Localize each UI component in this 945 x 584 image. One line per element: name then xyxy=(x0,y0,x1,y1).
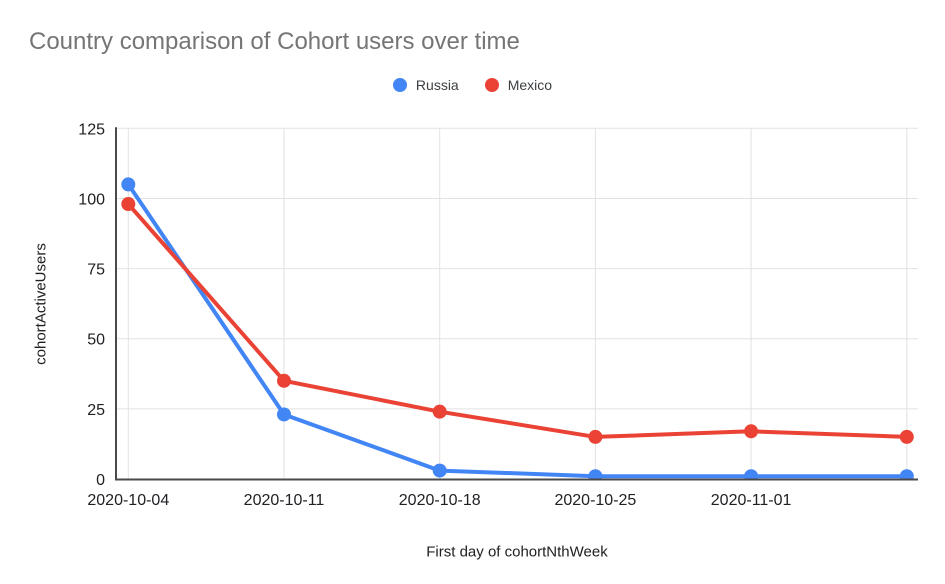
legend-item-russia[interactable]: Russia xyxy=(392,77,459,93)
y-tick-label: 100 xyxy=(78,191,105,208)
data-point xyxy=(277,373,291,388)
data-point xyxy=(121,197,136,212)
y-axis-title: cohortActiveUsers xyxy=(32,243,50,365)
series-mexico xyxy=(121,197,914,444)
chart-legend: Russia Mexico xyxy=(0,77,945,93)
y-tick-label: 25 xyxy=(87,402,105,419)
series-line xyxy=(126,183,907,479)
data-point xyxy=(744,424,759,439)
y-tick-label: 75 xyxy=(87,262,105,279)
x-tick-label: 2020-10-11 xyxy=(244,492,325,509)
legend-item-mexico[interactable]: Mexico xyxy=(484,77,553,93)
data-point xyxy=(121,177,136,192)
data-point xyxy=(277,407,291,422)
series-russia xyxy=(121,177,914,481)
data-point xyxy=(432,404,447,419)
y-tick-label: 0 xyxy=(96,472,105,489)
x-axis-title: First day of cohortNthWeek xyxy=(426,543,608,561)
legend-label-russia: Russia xyxy=(415,77,459,93)
data-point xyxy=(899,469,914,481)
y-tick-label: 50 xyxy=(87,332,105,349)
y-tick-label: 125 xyxy=(78,121,105,138)
x-tick-label: 2020-10-04 xyxy=(87,492,169,509)
data-point xyxy=(588,429,603,444)
x-tick-label: 2020-10-25 xyxy=(554,492,636,509)
series-line xyxy=(126,202,907,439)
legend-swatch-mexico-icon xyxy=(484,78,499,92)
x-tick-label: 2020-10-18 xyxy=(399,492,481,509)
data-point xyxy=(588,469,603,481)
data-point xyxy=(899,429,914,444)
legend-swatch-russia-icon xyxy=(392,78,407,92)
x-tick-label: 2020-11-01 xyxy=(711,492,792,509)
chart-title: Country comparison of Cohort users over … xyxy=(29,28,520,55)
legend-label-mexico: Mexico xyxy=(507,77,553,93)
data-point xyxy=(744,469,759,481)
data-point xyxy=(432,463,447,478)
